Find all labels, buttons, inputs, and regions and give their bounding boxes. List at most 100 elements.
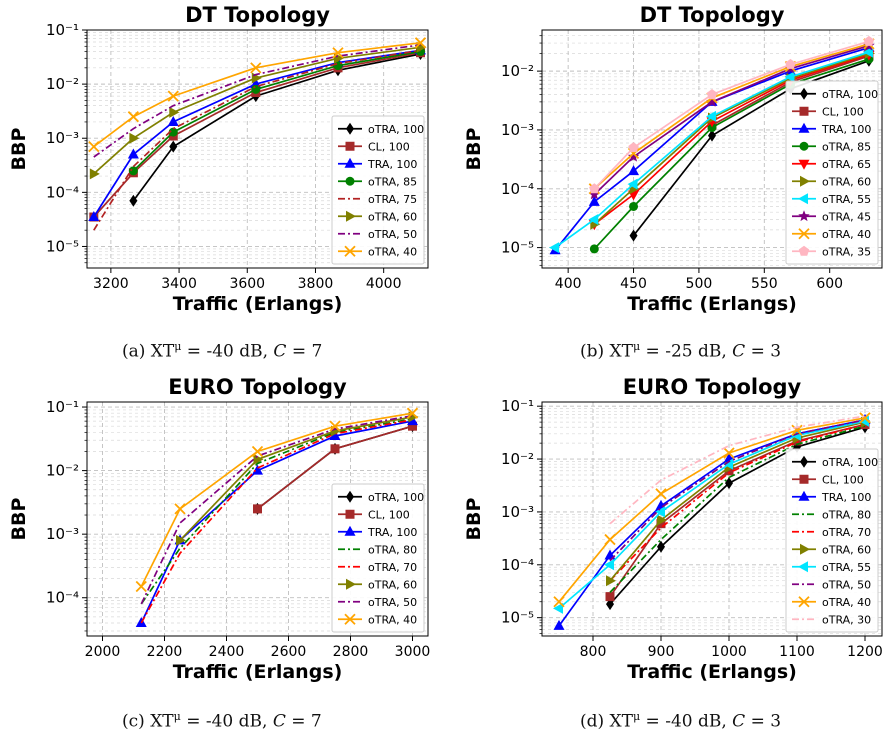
legend-label: TRA, 100 [367, 158, 417, 171]
legend-box [331, 115, 425, 265]
data-point [553, 619, 565, 630]
data-point [553, 596, 565, 608]
data-point [791, 424, 803, 436]
y-axis-label: BBP [8, 497, 30, 540]
legend-marker [799, 106, 809, 116]
series-line [93, 49, 421, 231]
legend-label: CL, 100 [368, 140, 410, 153]
x-tick-label: 800 [580, 644, 607, 660]
legend-label: oTRA, 60 [822, 543, 871, 556]
legend: oTRA, 100 CL, 100 TRA, 100 oTRA, 85 oTRA, 65… [785, 80, 879, 265]
legend-marker [345, 509, 355, 519]
data-point [589, 183, 600, 194]
data-point [628, 165, 640, 176]
x-tick-label: 3200 [93, 276, 129, 292]
x-tick-label: 550 [751, 276, 778, 292]
data-point [707, 123, 717, 133]
data-point [725, 477, 733, 490]
series-line [554, 51, 870, 249]
y-tick-label: 10⁻⁴ [501, 180, 534, 198]
x-tick-label: 3000 [395, 644, 431, 660]
legend-label: oTRA, 40 [822, 596, 871, 609]
data-point [706, 89, 718, 99]
legend-marker [798, 490, 810, 501]
x-tick-label: 3400 [161, 276, 197, 292]
data-point [168, 127, 178, 137]
data-point [251, 445, 264, 458]
data-point [332, 47, 344, 59]
data-point [708, 129, 716, 142]
caption-b: (b) XTμ = -25 dB, C = 3 [580, 340, 782, 362]
data-point [606, 598, 614, 611]
series-layer [88, 37, 427, 231]
series-line [93, 44, 421, 158]
x-tick-label: 3600 [229, 276, 265, 292]
x-tick-label: 1100 [779, 644, 815, 660]
x-axis-label: Traffic (Erlangs) [627, 293, 797, 315]
series-line [140, 418, 413, 605]
data-point [859, 412, 871, 424]
series-line [554, 46, 870, 251]
data-point [862, 46, 873, 58]
legend-marker [798, 561, 808, 573]
x-axis-label: Traffic (Erlangs) [627, 661, 797, 683]
y-tick-label: 10⁻³ [46, 525, 79, 543]
legend-marker [344, 157, 356, 168]
series-line [609, 423, 866, 582]
legend-label: oTRA, 50 [822, 578, 871, 591]
legend-label: oTRA, 40 [368, 245, 417, 258]
x-tick-label: 4000 [366, 276, 402, 292]
legend-label: oTRA, 65 [822, 158, 871, 171]
x-tick-label: 400 [555, 276, 582, 292]
data-point [406, 407, 419, 419]
data-point [169, 106, 180, 118]
legend-marker [798, 228, 810, 240]
data-point [588, 214, 599, 226]
legend-label: oTRA, 60 [368, 210, 417, 223]
chart-title: DT Topology [640, 3, 785, 27]
data-point [129, 194, 138, 207]
y-tick-label: 10⁻⁴ [46, 589, 79, 607]
series-line [93, 49, 421, 218]
series-line [632, 59, 870, 237]
series-line [93, 51, 421, 218]
plot-frame [541, 29, 883, 269]
data-point [250, 62, 262, 74]
x-tick-label: 2000 [85, 644, 121, 660]
legend-label: oTRA, 100 [368, 491, 424, 504]
data-point [723, 458, 733, 470]
legend-label: oTRA, 80 [368, 543, 417, 556]
legend-label: oTRA, 45 [822, 210, 871, 223]
legend-marker [799, 474, 809, 484]
legend-label: CL, 100 [368, 508, 410, 521]
series-layer [553, 412, 871, 630]
data-point [628, 142, 639, 153]
legend-marker [799, 141, 809, 151]
legend-label: oTRA, 35 [822, 245, 871, 258]
y-tick-label: 10⁻² [501, 62, 534, 80]
legend-marker [346, 490, 354, 503]
y-tick-label: 10⁻¹ [501, 397, 534, 415]
legend-label: oTRA, 50 [368, 228, 417, 241]
series-line [609, 425, 866, 593]
data-point [604, 559, 614, 571]
legend-label: oTRA, 40 [822, 228, 871, 241]
legend-label: oTRA, 55 [822, 561, 871, 574]
series-line [558, 417, 866, 603]
legend-marker [800, 543, 810, 555]
data-point [174, 503, 186, 515]
legend-label: oTRA, 100 [368, 123, 424, 136]
data-point [167, 115, 179, 126]
legend-marker [798, 210, 810, 222]
chart-panel: 10⁻⁵ 10⁻⁴ 10⁻³ 10⁻² 10⁻¹ 3200 3400 3600 3800 4000… [8, 3, 429, 315]
data-point [656, 519, 666, 529]
y-tick-label: 10⁻¹ [46, 398, 79, 416]
data-point [127, 148, 139, 159]
chart-title: EURO Topology [168, 375, 347, 399]
data-point [605, 592, 615, 602]
series-line [93, 46, 421, 175]
data-point [128, 166, 138, 176]
y-axis-label: BBP [463, 127, 485, 170]
data-point [89, 168, 100, 180]
